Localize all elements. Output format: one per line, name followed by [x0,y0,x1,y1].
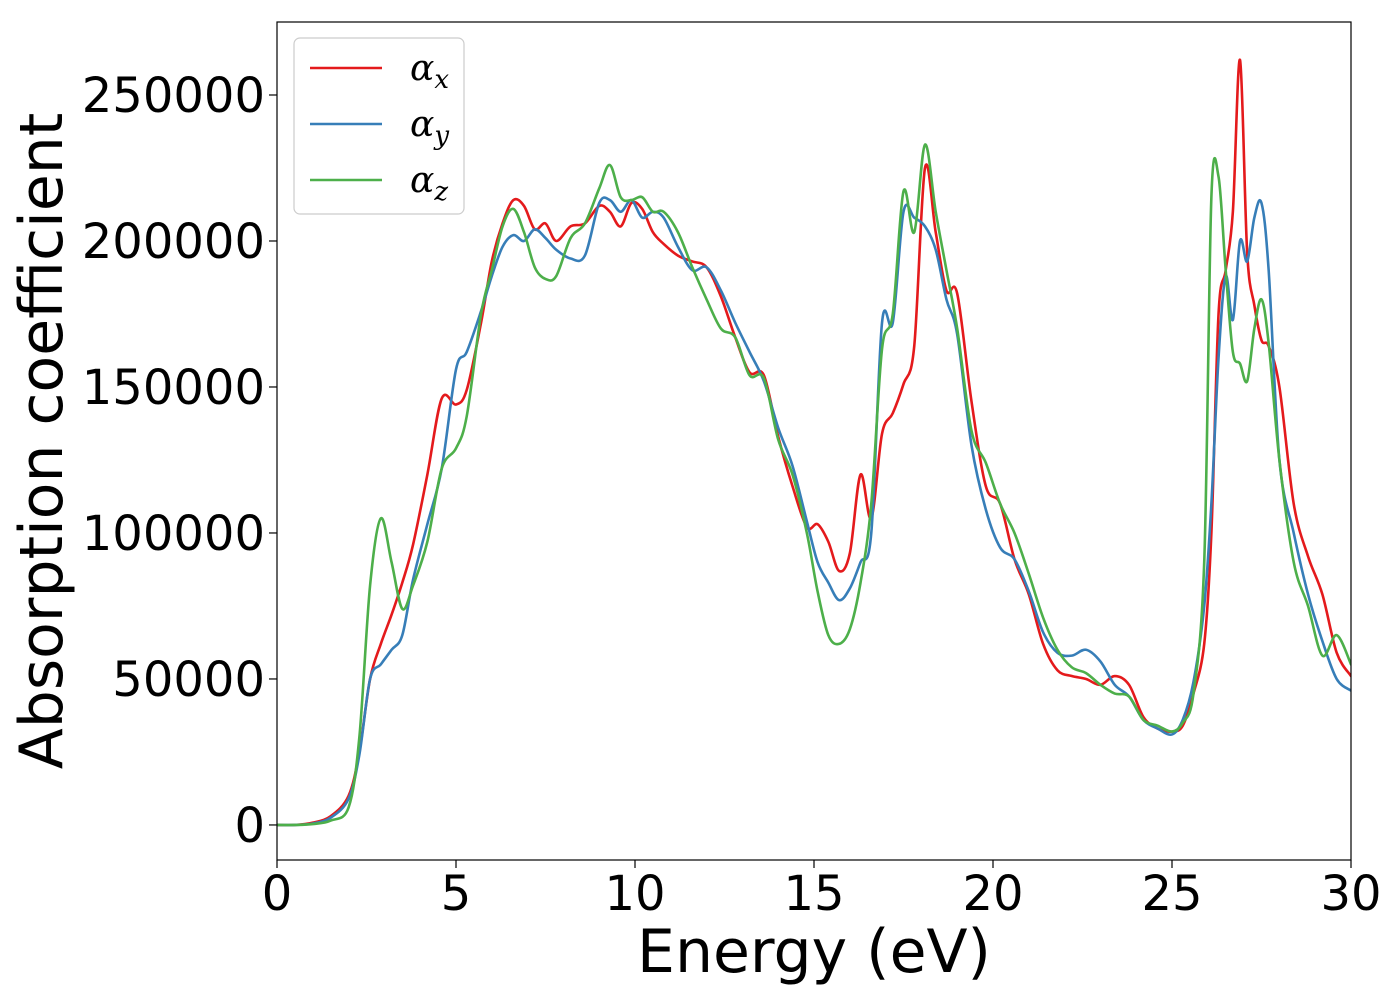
legend-label-subscript: y [433,121,449,151]
legend-label-subscript: z [433,177,448,207]
legend-box [293,37,465,215]
x-axis-title: Energy (eV) [637,917,991,987]
series-line-y [277,196,1351,827]
x-tick-label: 15 [783,866,844,922]
y-axis-title: Absorption coefficient [7,113,77,770]
x-tick-label: 0 [262,866,293,922]
x-tick-label: 25 [1141,866,1202,922]
x-tick-label: 10 [604,866,665,922]
legend-label-subscript: x [434,65,449,95]
x-axis: 0 5 10 15 20 25 30 [262,860,1382,922]
y-tick-label: 0 [234,798,265,854]
legend-label-base: α [410,160,434,201]
legend-label-y: αy [410,104,449,151]
y-tick-label: 50000 [112,652,265,708]
x-tick-label: 5 [441,866,472,922]
legend-label-z: αz [410,160,448,207]
y-axis: 0 50000 100000 150000 200000 250000 [82,68,277,854]
y-tick-label: 100000 [82,506,265,562]
y-tick-label: 250000 [82,68,265,124]
y-tick-label: 200000 [82,214,265,270]
series-layer [277,58,1351,827]
legend-label-x: αx [410,48,449,95]
x-tick-label: 20 [962,866,1023,922]
series-line-z [277,143,1351,827]
legend-label-base: α [410,104,434,145]
y-tick-label: 150000 [82,360,265,416]
legend-label-base: α [410,48,434,89]
x-tick-label: 30 [1320,866,1381,922]
